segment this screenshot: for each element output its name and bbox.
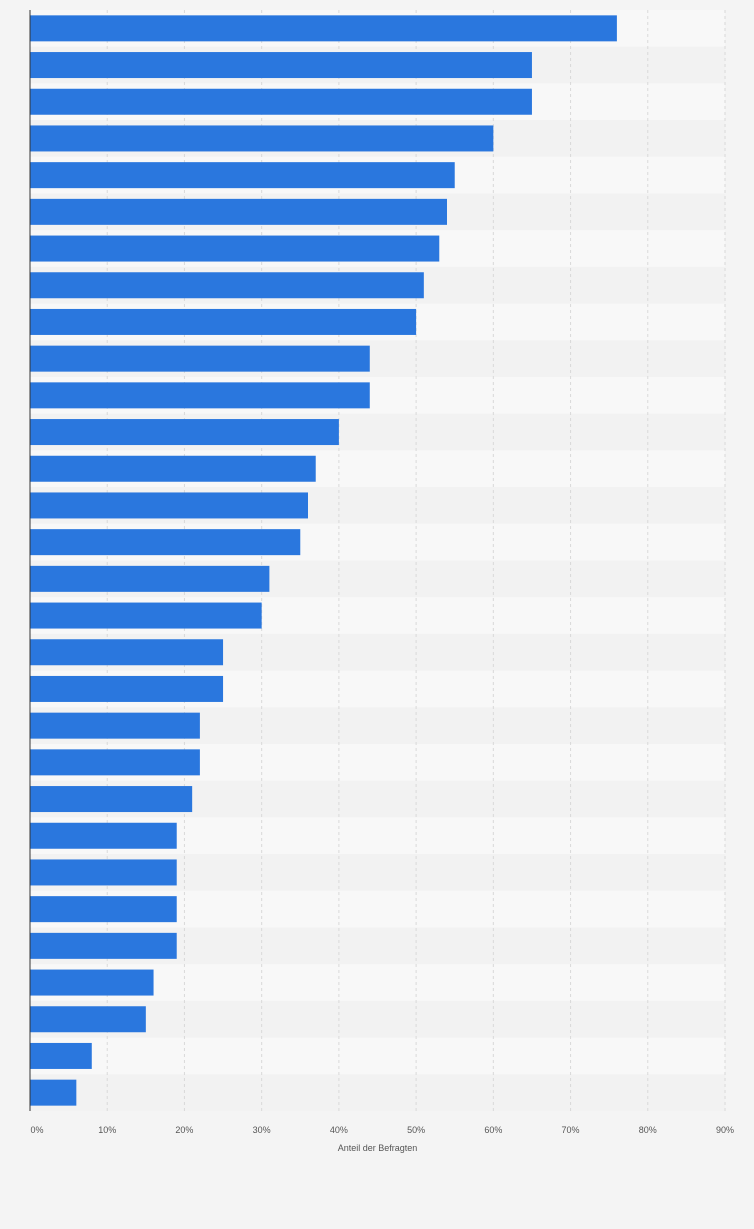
row-band: [30, 1037, 725, 1075]
x-tick-label: 0%: [30, 1125, 43, 1135]
bar: [30, 1042, 92, 1069]
x-tick-label: 50%: [407, 1125, 425, 1135]
bar: [30, 822, 177, 849]
bar: [30, 15, 617, 42]
bar: [30, 969, 154, 996]
bar: [30, 455, 316, 482]
bar: [30, 932, 177, 959]
bar: [30, 1006, 146, 1033]
bar: [30, 786, 193, 813]
bar: [30, 492, 308, 519]
bar: [30, 52, 532, 79]
bar: [30, 859, 177, 886]
bar: [30, 382, 370, 409]
bar: [30, 88, 532, 115]
bar: [30, 419, 339, 446]
bar: [30, 235, 440, 262]
bar: [30, 345, 370, 372]
x-axis-title: Anteil der Befragten: [338, 1143, 418, 1153]
x-tick-label: 10%: [98, 1125, 116, 1135]
x-tick-label: 60%: [484, 1125, 502, 1135]
bar: [30, 198, 447, 225]
bar: [30, 712, 200, 739]
x-tick-label: 40%: [330, 1125, 348, 1135]
bar: [30, 125, 494, 152]
bar: [30, 896, 177, 923]
bar: [30, 529, 301, 556]
bar: [30, 639, 224, 666]
bar: [30, 272, 424, 299]
bar: [30, 308, 417, 335]
x-tick-label: 30%: [253, 1125, 271, 1135]
row-band: [30, 1074, 725, 1111]
bar: [30, 675, 224, 702]
bars: [30, 15, 617, 1106]
bar: [30, 565, 270, 592]
x-tick-label: 70%: [562, 1125, 580, 1135]
bar: [30, 602, 262, 629]
x-tick-label: 90%: [716, 1125, 734, 1135]
bar: [30, 162, 455, 189]
x-tick-labels: 0% 10% 20% 30% 40% 50% 60% 70% 80% 90%: [30, 1125, 734, 1135]
x-tick-label: 80%: [639, 1125, 657, 1135]
bar: [30, 749, 200, 776]
x-tick-label: 20%: [175, 1125, 193, 1135]
bar: [30, 1079, 77, 1106]
